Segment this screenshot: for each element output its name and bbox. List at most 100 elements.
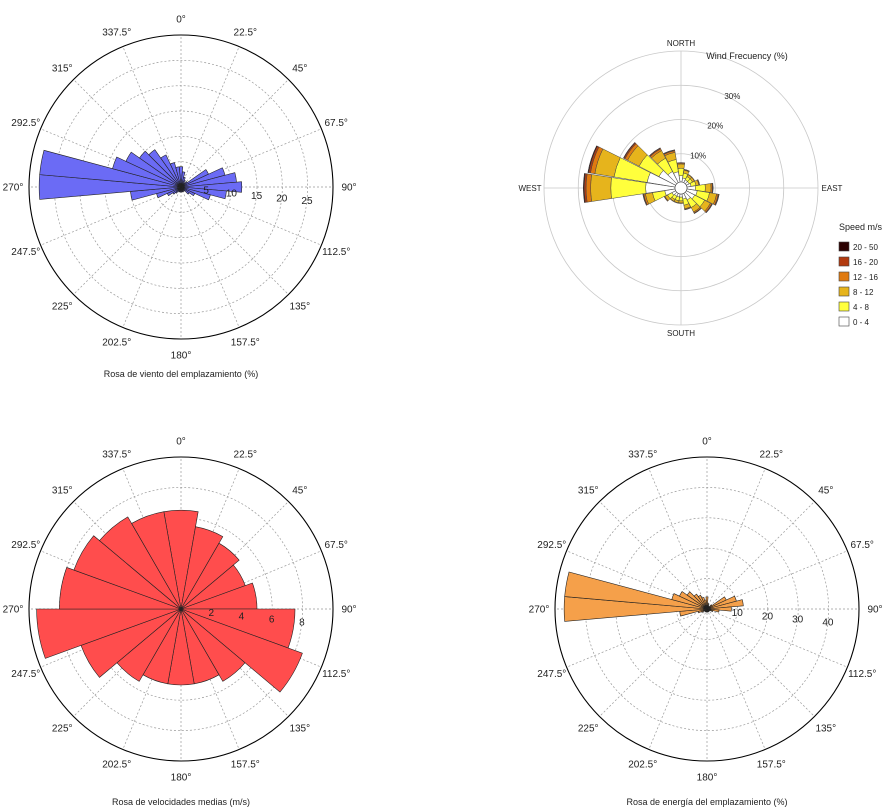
bar-sector xyxy=(180,542,240,610)
angle-label: 292.5° xyxy=(537,540,566,551)
rose-segment xyxy=(587,145,598,174)
radial-tick-label: 10% xyxy=(690,151,706,160)
angle-label: 225° xyxy=(578,723,599,734)
angle-label: 202.5° xyxy=(102,338,131,349)
radial-tick-label: 30 xyxy=(792,615,804,626)
angle-label: 337.5° xyxy=(628,449,657,460)
radial-tick-label: 10 xyxy=(732,608,744,619)
angle-label: 135° xyxy=(289,723,310,734)
angle-label: 45° xyxy=(292,64,307,75)
legend-label: 20 - 50 xyxy=(853,243,878,252)
rose-segment xyxy=(677,163,685,169)
angle-label: 225° xyxy=(52,723,73,734)
legend-label: 8 - 12 xyxy=(853,288,874,297)
rose-segment xyxy=(622,142,636,159)
angle-label: 337.5° xyxy=(102,27,131,38)
direction-label: NORTH xyxy=(667,39,696,48)
radial-tick-label: 4 xyxy=(239,611,245,622)
angle-label: 22.5° xyxy=(234,27,257,38)
bar-sector xyxy=(706,599,744,610)
radial-tick-label: 40 xyxy=(822,618,834,629)
angle-label: 292.5° xyxy=(11,118,40,129)
legend-swatch xyxy=(838,316,850,327)
angle-label: 180° xyxy=(697,773,718,784)
grid-spoke xyxy=(180,46,240,188)
angle-label: 90° xyxy=(341,605,356,616)
bar-sector xyxy=(706,606,732,612)
grid-spoke xyxy=(599,501,708,610)
bar-sector xyxy=(59,567,182,610)
angle-label: 0° xyxy=(176,15,186,26)
grid-spoke xyxy=(180,186,240,328)
bar-sector xyxy=(686,591,708,610)
bar-sector xyxy=(131,511,182,610)
angle-label: 292.5° xyxy=(11,540,40,551)
grid-spoke xyxy=(706,608,766,750)
bar-sector xyxy=(679,591,708,610)
bar-sector xyxy=(180,181,243,193)
grid-spoke xyxy=(566,608,708,668)
rose-segment xyxy=(642,193,647,206)
grid-spoke xyxy=(599,608,708,717)
legend: Speed m/s 20 - 50 16 - 20 12 - 16 8 - 12 4 - … xyxy=(838,222,883,327)
bar-sector xyxy=(139,150,182,188)
bar-sector xyxy=(160,154,182,188)
rose-segment xyxy=(676,162,686,164)
grid-spoke xyxy=(73,186,182,295)
legend-label: 4 - 8 xyxy=(853,303,870,312)
angle-label: 90° xyxy=(867,605,882,616)
bar-sector xyxy=(180,608,303,693)
radial-tick-label: 5 xyxy=(203,186,209,197)
angle-label: 180° xyxy=(171,773,192,784)
bar-sector xyxy=(169,162,182,188)
rose-segment xyxy=(583,173,586,203)
bar-sector xyxy=(180,608,246,682)
angle-label: 45° xyxy=(818,486,833,497)
angle-label: 67.5° xyxy=(850,540,873,551)
bar-sector xyxy=(180,526,224,610)
grid-spoke xyxy=(706,608,848,668)
legend-label: 16 - 20 xyxy=(853,258,878,267)
angle-label: 270° xyxy=(3,183,24,194)
grid-spoke xyxy=(648,608,708,750)
angle-label: 157.5° xyxy=(231,338,260,349)
angle-label: 67.5° xyxy=(324,118,347,129)
direction-label: WEST xyxy=(518,184,541,193)
angle-label: 157.5° xyxy=(231,760,260,771)
rose-segment xyxy=(585,173,592,203)
radial-tick-label: 6 xyxy=(269,615,275,626)
grid-ring xyxy=(676,578,738,640)
direction-label: EAST xyxy=(822,184,843,193)
angle-label: 202.5° xyxy=(628,760,657,771)
bar-sector xyxy=(125,151,182,188)
radial-tick-label: 20% xyxy=(707,122,723,131)
angle-label: 270° xyxy=(3,605,24,616)
chart-title: Rosa de velocidades medias (m/s) xyxy=(112,797,250,807)
outer-circle xyxy=(28,456,334,762)
angle-label: 22.5° xyxy=(760,449,783,460)
rose-segment xyxy=(705,203,713,214)
angle-label: 225° xyxy=(52,301,73,312)
angle-label: 45° xyxy=(292,486,307,497)
angle-label: 112.5° xyxy=(322,669,350,680)
radial-tick-label: 15 xyxy=(251,191,263,202)
angle-label: 315° xyxy=(578,486,599,497)
legend-swatch xyxy=(838,256,850,267)
angle-label: 67.5° xyxy=(324,540,347,551)
angle-label: 247.5° xyxy=(11,247,40,258)
chart-title: Wind Frecuency (%) xyxy=(706,51,788,61)
angle-label: 247.5° xyxy=(11,669,40,680)
radial-tick-label: 10 xyxy=(226,188,238,199)
bar-sector xyxy=(148,149,182,188)
angle-label: 337.5° xyxy=(102,449,131,460)
grid-spoke xyxy=(122,186,182,328)
chart-title: Rosa de viento del emplazamiento (%) xyxy=(104,369,259,379)
radial-tick-label: 25 xyxy=(301,196,313,207)
outer-circle xyxy=(28,34,334,340)
radial-tick-label: 2 xyxy=(208,608,214,619)
angle-label: 112.5° xyxy=(848,669,876,680)
angle-label: 270° xyxy=(529,605,550,616)
angle-label: 180° xyxy=(171,351,192,362)
grid-spoke xyxy=(706,468,766,610)
